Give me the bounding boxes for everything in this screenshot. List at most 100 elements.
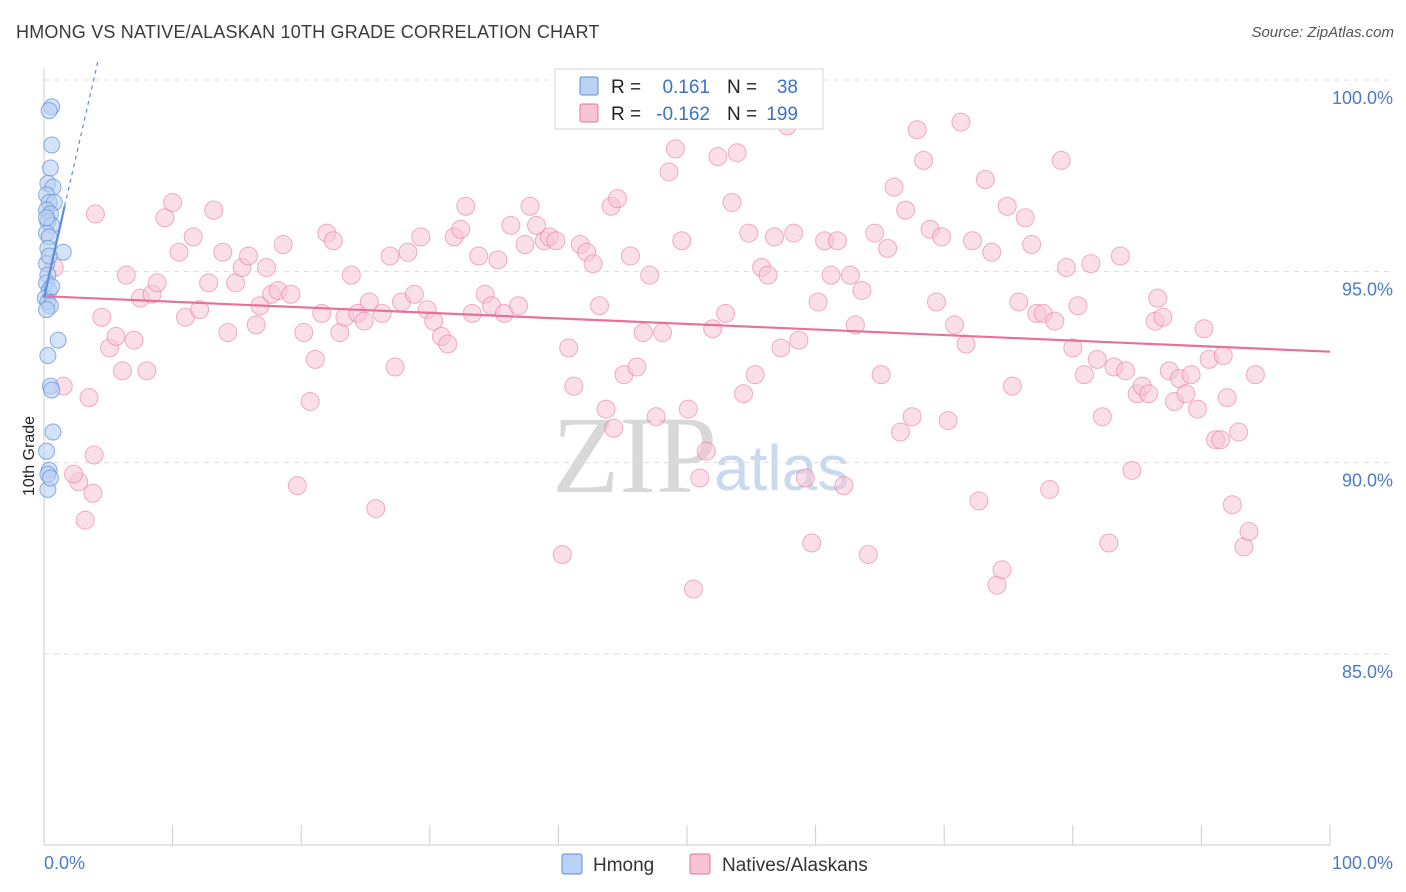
bottom-legend-hmong-swatch [561, 853, 583, 875]
natives-point [323, 231, 343, 251]
natives-point [653, 323, 673, 343]
natives-point [739, 223, 759, 243]
natives-point [827, 231, 847, 251]
natives-point [1213, 346, 1233, 366]
natives-point [1092, 407, 1112, 427]
natives-point [213, 242, 233, 262]
natives-point [795, 468, 815, 488]
natives-point [305, 349, 325, 369]
natives-point [646, 407, 666, 427]
natives-point [112, 361, 132, 381]
hmong-point [40, 102, 58, 120]
y-tick-label: 95.0% [1342, 279, 1393, 299]
natives-point [1074, 365, 1094, 385]
natives-point [789, 330, 809, 350]
natives-point [890, 422, 910, 442]
hmong-point [38, 442, 56, 460]
natives-point [404, 284, 424, 304]
natives-point [1009, 292, 1029, 312]
natives-point [85, 204, 105, 224]
natives-point [64, 464, 84, 484]
natives-trend-line [43, 295, 1331, 353]
natives-point [411, 227, 431, 247]
stats-legend: R = 0.161 N = 38 R = -0.162 N = 199 [554, 68, 824, 130]
legend-hmong-swatch [579, 76, 599, 96]
natives-point [633, 323, 653, 343]
natives-point [834, 476, 854, 496]
hmong-point [44, 423, 62, 441]
hmong-point [49, 331, 67, 349]
legend-natives-swatch [579, 103, 599, 123]
natives-point [962, 231, 982, 251]
hmong-point [43, 381, 61, 399]
natives-point [1022, 235, 1042, 255]
stats-legend-box [554, 68, 824, 130]
natives-point [758, 265, 778, 285]
natives-point [1211, 430, 1231, 450]
natives-point [1110, 246, 1130, 266]
y-tick-labels: 100.0% 95.0% 90.0% 85.0% [1332, 88, 1393, 682]
natives-point [84, 445, 104, 465]
bottom-legend-hmong-label: Hmong [593, 855, 654, 876]
natives-point [1229, 422, 1249, 442]
natives-point [840, 265, 860, 285]
legend-natives-r-value: -0.162 [656, 104, 710, 125]
natives-point [300, 391, 320, 411]
natives-point [116, 265, 136, 285]
y-tick-label: 90.0% [1342, 471, 1393, 491]
natives-point [951, 112, 971, 132]
natives-point [354, 311, 374, 331]
natives-point [398, 242, 418, 262]
natives-point [190, 300, 210, 320]
natives-point [155, 208, 175, 228]
natives-point [124, 330, 144, 350]
natives-point [527, 215, 547, 235]
hmong-point [43, 136, 61, 154]
natives-point [716, 303, 736, 323]
natives-point [620, 246, 640, 266]
natives-point [366, 499, 386, 519]
natives-point [256, 258, 276, 278]
natives-point [596, 399, 616, 419]
hmong-trend-line [42, 206, 66, 299]
natives-point [281, 284, 301, 304]
natives-point [246, 315, 266, 335]
natives-point [926, 292, 946, 312]
natives-point [1045, 311, 1065, 331]
natives-point [1015, 208, 1035, 228]
chart-title: HMONG VS NATIVE/ALASKAN 10TH GRADE CORRE… [16, 22, 600, 42]
natives-point [604, 418, 624, 438]
natives-point [1099, 533, 1119, 553]
natives-point [608, 189, 628, 209]
natives-point [627, 357, 647, 377]
natives-point [696, 441, 716, 461]
natives-point [169, 242, 189, 262]
natives-point [1087, 349, 1107, 369]
natives-point [106, 326, 126, 346]
natives-point [92, 307, 112, 327]
natives-point [79, 388, 99, 408]
natives-point [75, 510, 95, 530]
natives-point [1181, 365, 1201, 385]
source-credit: Source: ZipAtlas.com [1251, 24, 1394, 41]
natives-point [137, 361, 157, 381]
natives-point [83, 483, 103, 503]
legend-hmong-n-value: 38 [777, 77, 798, 98]
natives-point [1122, 460, 1142, 480]
natives-point [771, 338, 791, 358]
natives-point [858, 545, 878, 565]
natives-point [896, 200, 916, 220]
natives-point [147, 273, 167, 293]
hmong-point [41, 159, 59, 177]
natives-point [1188, 399, 1208, 419]
natives-point [683, 579, 703, 599]
natives-point [969, 491, 989, 511]
natives-point [808, 292, 828, 312]
natives-point [438, 334, 458, 354]
natives-point [273, 235, 293, 255]
natives-point [708, 147, 728, 167]
natives-point [559, 338, 579, 358]
natives-point [703, 319, 723, 339]
legend-hmong-n-label: N = [727, 77, 757, 98]
